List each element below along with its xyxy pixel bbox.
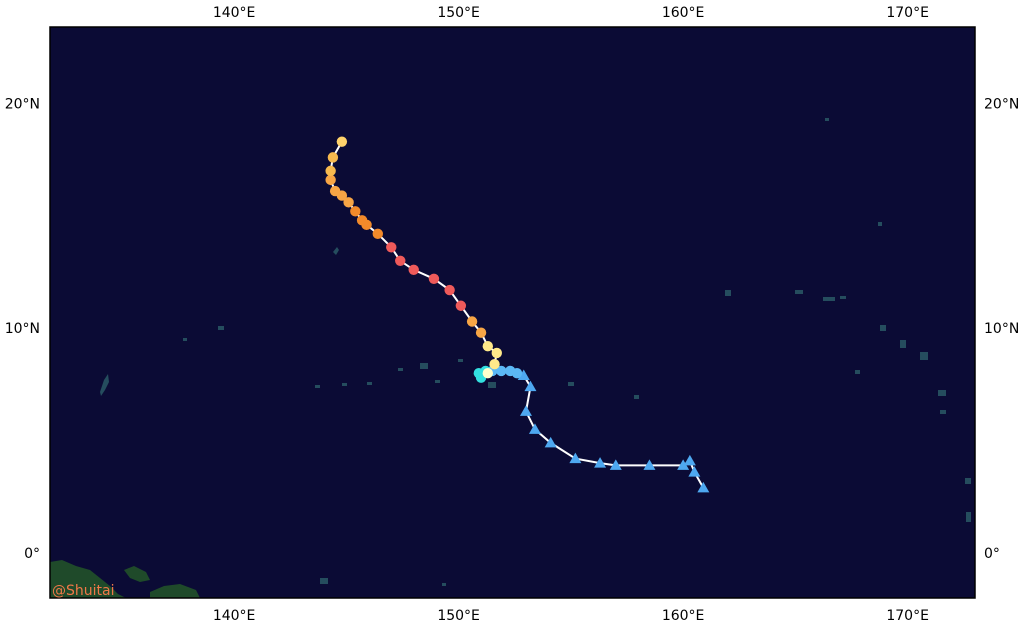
- longitude-label: 150°E: [437, 608, 480, 624]
- track-point-circle: [336, 136, 348, 147]
- track-point-triangle: [517, 369, 530, 380]
- longitude-label: 170°E: [886, 608, 929, 624]
- track-point-circle: [444, 284, 455, 296]
- latitude-label: 10°N: [5, 321, 40, 337]
- longitude-label: 140°E: [213, 608, 256, 624]
- track-point-circle: [491, 347, 502, 359]
- track-point-circle: [505, 365, 516, 377]
- map-frame: [49, 26, 976, 599]
- track-point-triangle: [688, 466, 701, 477]
- track-point-circle: [327, 152, 339, 163]
- track-point-triangle: [528, 423, 541, 434]
- latitude-label: 20°N: [5, 96, 40, 112]
- latitude-label: 20°N: [984, 96, 1019, 112]
- track-point-circle: [395, 255, 406, 266]
- ocean-background: [50, 27, 975, 598]
- latitude-label: 0°: [984, 546, 1000, 562]
- track-point-circle: [482, 341, 494, 352]
- track-point-circle: [408, 264, 419, 275]
- track-point-triangle: [697, 481, 710, 493]
- small-islands: [100, 118, 971, 586]
- track-point-circle: [343, 197, 354, 208]
- track-point-circle: [329, 185, 341, 197]
- track-point-triangle: [569, 452, 582, 464]
- track-point-circle: [482, 367, 494, 379]
- credit-watermark: @Shuitai: [52, 583, 114, 599]
- track-point-triangle: [683, 454, 696, 466]
- track-point-circle: [386, 242, 397, 253]
- longitude-labels-bottom: 140°E 150°E 160°E 170°E: [213, 608, 929, 624]
- track-point-circle: [325, 165, 336, 177]
- longitude-label: 150°E: [437, 5, 480, 21]
- latitude-labels-right: 20°N 10°N 0°: [984, 96, 1019, 562]
- track-point-circle: [356, 215, 368, 226]
- track-point-circle: [350, 206, 361, 217]
- track-point-triangle: [524, 380, 537, 392]
- track-point-circle: [372, 228, 383, 240]
- latitude-labels-left: 20°N 10°N 0°: [5, 96, 40, 562]
- longitude-label: 160°E: [662, 5, 705, 21]
- track-point-circle: [428, 273, 440, 284]
- track-point-circle: [496, 365, 507, 377]
- longitude-label: 170°E: [886, 5, 929, 21]
- track-point-circle: [466, 316, 478, 327]
- track-point-circle: [455, 300, 467, 311]
- landmass-southwest: [50, 560, 200, 598]
- longitude-label: 140°E: [213, 5, 256, 21]
- longitude-label: 160°E: [662, 608, 705, 624]
- track-point-circle: [489, 359, 500, 370]
- track-point-triangle: [594, 457, 607, 468]
- latitude-label: 10°N: [984, 321, 1019, 337]
- palau-island: [100, 374, 109, 396]
- track-point-circle: [325, 174, 336, 186]
- track-point-circle: [475, 327, 487, 338]
- storm-track: [325, 136, 710, 493]
- track-point-triangle: [643, 459, 656, 470]
- longitude-labels-top: 140°E 150°E 160°E 170°E: [213, 5, 929, 21]
- track-point-triangle: [609, 459, 622, 470]
- latitude-label: 0°: [24, 546, 40, 562]
- track-point-triangle: [519, 405, 532, 416]
- track-point-triangle: [544, 436, 557, 448]
- guam-island: [333, 247, 339, 255]
- track-point-triangle: [677, 459, 690, 470]
